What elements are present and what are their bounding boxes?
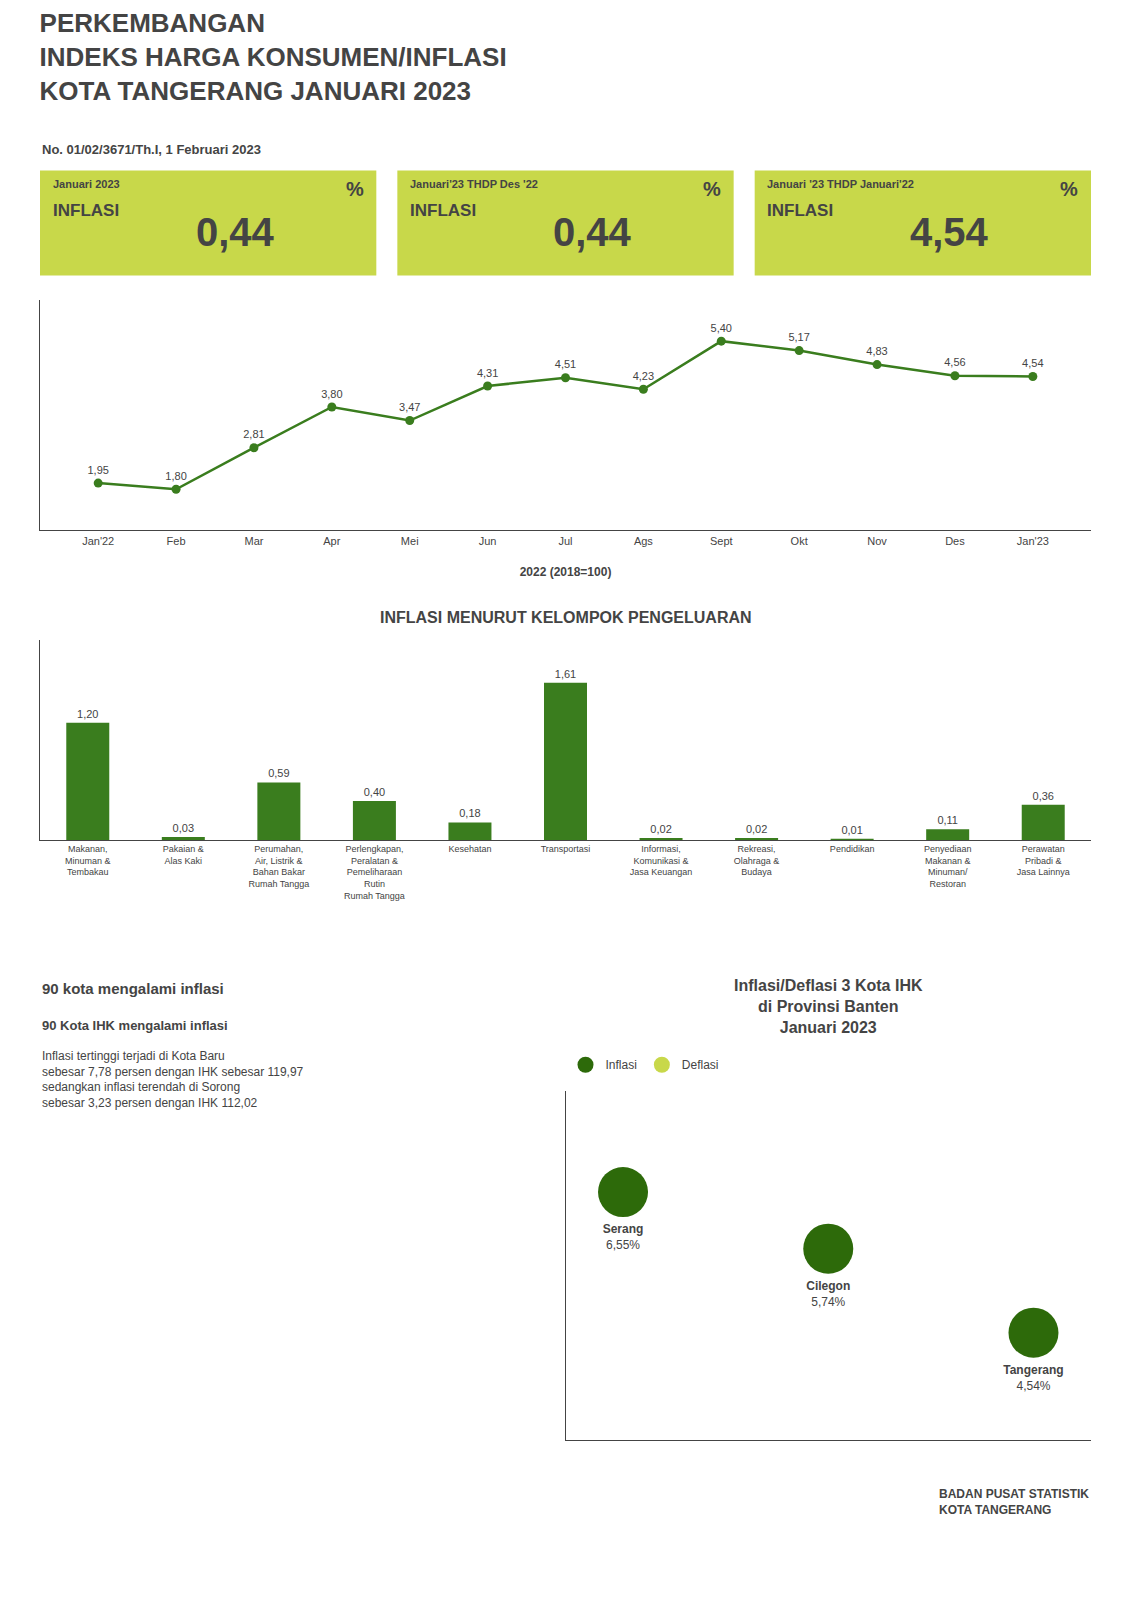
svg-text:0,59: 0,59	[268, 767, 289, 779]
svg-text:0,02: 0,02	[746, 823, 767, 835]
svg-text:Ags: Ags	[634, 535, 653, 547]
svg-text:Tangerang4,54%: Tangerang4,54%	[1003, 1363, 1063, 1393]
svg-text:Jan'22: Jan'22	[82, 535, 114, 547]
svg-text:1,95: 1,95	[87, 464, 108, 476]
svg-text:Januari 2023: Januari 2023	[53, 178, 120, 190]
svg-text:0,40: 0,40	[364, 786, 385, 798]
svg-text:5,17: 5,17	[788, 331, 809, 343]
svg-text:4,54: 4,54	[1022, 357, 1043, 369]
svg-text:Jun: Jun	[479, 535, 497, 547]
svg-text:Pendidikan: Pendidikan	[830, 844, 875, 854]
svg-text:Deflasi: Deflasi	[682, 1058, 719, 1072]
svg-text:Rekreasi,Olahraga &Budaya: Rekreasi,Olahraga &Budaya	[734, 844, 780, 877]
svg-text:PerawatanPribadi &Jasa Lainnya: PerawatanPribadi &Jasa Lainnya	[1017, 844, 1070, 877]
svg-text:INFLASI: INFLASI	[410, 201, 476, 220]
svg-text:Inflasi/Deflasi 3 Kota IHKdi P: Inflasi/Deflasi 3 Kota IHKdi Provinsi Ba…	[734, 977, 923, 1036]
svg-text:4,54: 4,54	[910, 210, 989, 254]
svg-text:4,56: 4,56	[944, 356, 965, 368]
svg-text:Pakaian &Alas Kaki: Pakaian &Alas Kaki	[163, 844, 204, 866]
svg-text:Nov: Nov	[867, 535, 887, 547]
svg-text:Inflasi: Inflasi	[606, 1058, 637, 1072]
svg-text:Informasi,Komunikasi &Jasa Keu: Informasi,Komunikasi &Jasa Keuangan	[630, 844, 693, 877]
svg-text:Mei: Mei	[401, 535, 419, 547]
svg-text:Perlengkapan,Peralatan &Pemeli: Perlengkapan,Peralatan &PemeliharaanRuti…	[344, 844, 405, 901]
svg-text:Serang6,55%: Serang6,55%	[603, 1222, 644, 1252]
svg-text:4,51: 4,51	[555, 358, 576, 370]
svg-text:4,83: 4,83	[866, 345, 887, 357]
svg-text:0,44: 0,44	[196, 210, 275, 254]
svg-text:PERKEMBANGANINDEKS HARGA KONSU: PERKEMBANGANINDEKS HARGA KONSUMEN/INFLAS…	[40, 8, 507, 106]
svg-text:INFLASI MENURUT KELOMPOK PENGE: INFLASI MENURUT KELOMPOK PENGELUARAN	[380, 609, 752, 626]
svg-text:3,80: 3,80	[321, 388, 342, 400]
svg-text:Makanan,Minuman &Tembakau: Makanan,Minuman &Tembakau	[65, 844, 111, 877]
svg-text:0,03: 0,03	[173, 822, 194, 834]
svg-text:Okt: Okt	[791, 535, 808, 547]
svg-text:90 Kota IHK mengalami inflasi: 90 Kota IHK mengalami inflasi	[42, 1018, 228, 1033]
svg-text:Januari '23 THDP Januari'22: Januari '23 THDP Januari'22	[767, 178, 914, 190]
svg-text:0,01: 0,01	[841, 824, 862, 836]
svg-text:PenyediaanMakanan &Minuman/Res: PenyediaanMakanan &Minuman/Restoran	[924, 844, 972, 889]
svg-text:Transportasi: Transportasi	[541, 844, 591, 854]
svg-text:Cilegon5,74%: Cilegon5,74%	[806, 1279, 850, 1309]
svg-text:%: %	[1060, 178, 1078, 200]
svg-text:1,61: 1,61	[555, 668, 576, 680]
svg-text:Perumahan,Air, Listrik &Bahan: Perumahan,Air, Listrik &Bahan BakarRumah…	[248, 844, 309, 889]
svg-text:2022 (2018=100): 2022 (2018=100)	[520, 565, 612, 579]
svg-text:INFLASI: INFLASI	[53, 201, 119, 220]
svg-text:1,80: 1,80	[165, 470, 186, 482]
svg-text:2,81: 2,81	[243, 428, 264, 440]
svg-text:Januari'23 THDP Des '22: Januari'23 THDP Des '22	[410, 178, 538, 190]
svg-text:Jan'23: Jan'23	[1017, 535, 1049, 547]
svg-text:5,40: 5,40	[711, 322, 732, 334]
svg-text:Feb: Feb	[167, 535, 186, 547]
svg-text:4,31: 4,31	[477, 367, 498, 379]
svg-text:Kesehatan: Kesehatan	[448, 844, 491, 854]
svg-text:0,36: 0,36	[1033, 790, 1054, 802]
svg-text:Des: Des	[945, 535, 965, 547]
svg-text:Mar: Mar	[244, 535, 263, 547]
svg-text:%: %	[346, 178, 364, 200]
svg-text:%: %	[703, 178, 721, 200]
svg-text:0,44: 0,44	[553, 210, 632, 254]
svg-text:3,47: 3,47	[399, 401, 420, 413]
svg-text:0,18: 0,18	[459, 807, 480, 819]
svg-text:BADAN PUSAT STATISTIKKOTA TANG: BADAN PUSAT STATISTIKKOTA TANGERANG	[939, 1487, 1089, 1517]
svg-text:90 kota mengalami inflasi: 90 kota mengalami inflasi	[42, 980, 224, 997]
svg-text:Inflasi tertinggi terjadi di K: Inflasi tertinggi terjadi di Kota Baruse…	[42, 1049, 304, 1110]
svg-text:Apr: Apr	[323, 535, 340, 547]
svg-text:Sept: Sept	[710, 535, 733, 547]
svg-text:4,23: 4,23	[633, 370, 654, 382]
svg-text:No. 01/02/3671/Th.I, 1 Februar: No. 01/02/3671/Th.I, 1 Februari 2023	[42, 142, 261, 157]
svg-text:INFLASI: INFLASI	[767, 201, 833, 220]
svg-text:1,20: 1,20	[77, 708, 98, 720]
svg-text:Jul: Jul	[558, 535, 572, 547]
svg-text:0,11: 0,11	[937, 814, 958, 826]
svg-text:0,02: 0,02	[650, 823, 671, 835]
